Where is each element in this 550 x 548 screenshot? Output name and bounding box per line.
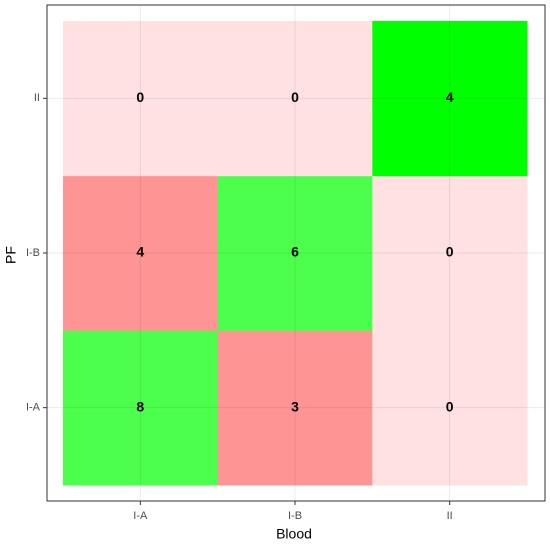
x-tick-label: I-A <box>133 510 148 522</box>
cell-label: 8 <box>136 398 144 414</box>
cell-label: 0 <box>446 244 454 260</box>
x-tick-label: II <box>447 510 453 522</box>
cell-label: 6 <box>291 244 299 260</box>
x-tick-label: I-B <box>288 510 302 522</box>
heatmap-cell <box>63 21 219 177</box>
heatmap-cell <box>372 21 528 177</box>
heatmap-cell <box>372 330 528 486</box>
cell-label: 4 <box>446 89 454 105</box>
y-tick-label: I-B <box>26 247 40 259</box>
cell-label: 0 <box>136 89 144 105</box>
cell-label: 4 <box>136 244 144 260</box>
cell-label: 0 <box>291 89 299 105</box>
heatmap-cell <box>217 330 373 486</box>
x-axis-title: Blood <box>276 526 312 542</box>
cell-label: 3 <box>291 398 299 414</box>
cell-label: 0 <box>446 398 454 414</box>
heatmap-cell <box>217 175 373 331</box>
y-axis-title: PF <box>3 246 19 264</box>
heatmap-cell <box>217 21 373 177</box>
y-tick-label: I-A <box>26 402 41 414</box>
heatmap-cell <box>372 175 528 331</box>
y-tick-label: II <box>34 92 40 104</box>
heatmap-cell <box>63 330 219 486</box>
heatmap-cell <box>63 175 219 331</box>
